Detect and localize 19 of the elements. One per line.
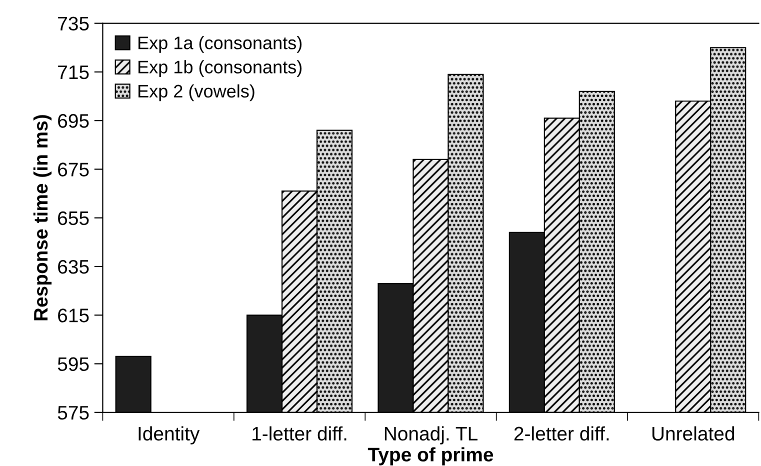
x-tick-label: 1-letter diff. [252,426,346,441]
x-tick-label: Identity [138,426,200,444]
y-tick-label: 675 [58,162,89,176]
legend-label: Exp 2 (vowels) [138,84,254,102]
y-axis-title: Response time (in ms) [33,115,52,320]
legend-label: Exp 1a (consonants) [138,36,302,53]
x-tick-label: Unrelated [652,426,734,441]
y-tick-label: 635 [58,260,89,274]
x-tick-label: 2-letter diff. [514,426,609,441]
y-tick-label: 595 [58,357,89,372]
y-tick-label: 615 [58,308,89,322]
y-tick-label: 575 [58,406,89,420]
y-tick-label: 735 [58,16,89,31]
y-tick-label: 695 [58,114,89,128]
y-tick-label: 655 [58,211,89,226]
x-axis-title: Type of prime [368,447,494,466]
x-tick-label: Nonadj. TL [384,426,478,444]
y-tick-label: 715 [58,66,89,80]
legend-label: Exp 1b (consonants) [138,60,302,78]
